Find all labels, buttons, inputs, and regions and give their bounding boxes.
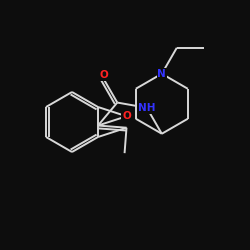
Text: O: O <box>122 111 131 121</box>
Text: O: O <box>100 70 108 80</box>
Text: NH: NH <box>138 103 156 113</box>
Text: N: N <box>158 69 166 79</box>
